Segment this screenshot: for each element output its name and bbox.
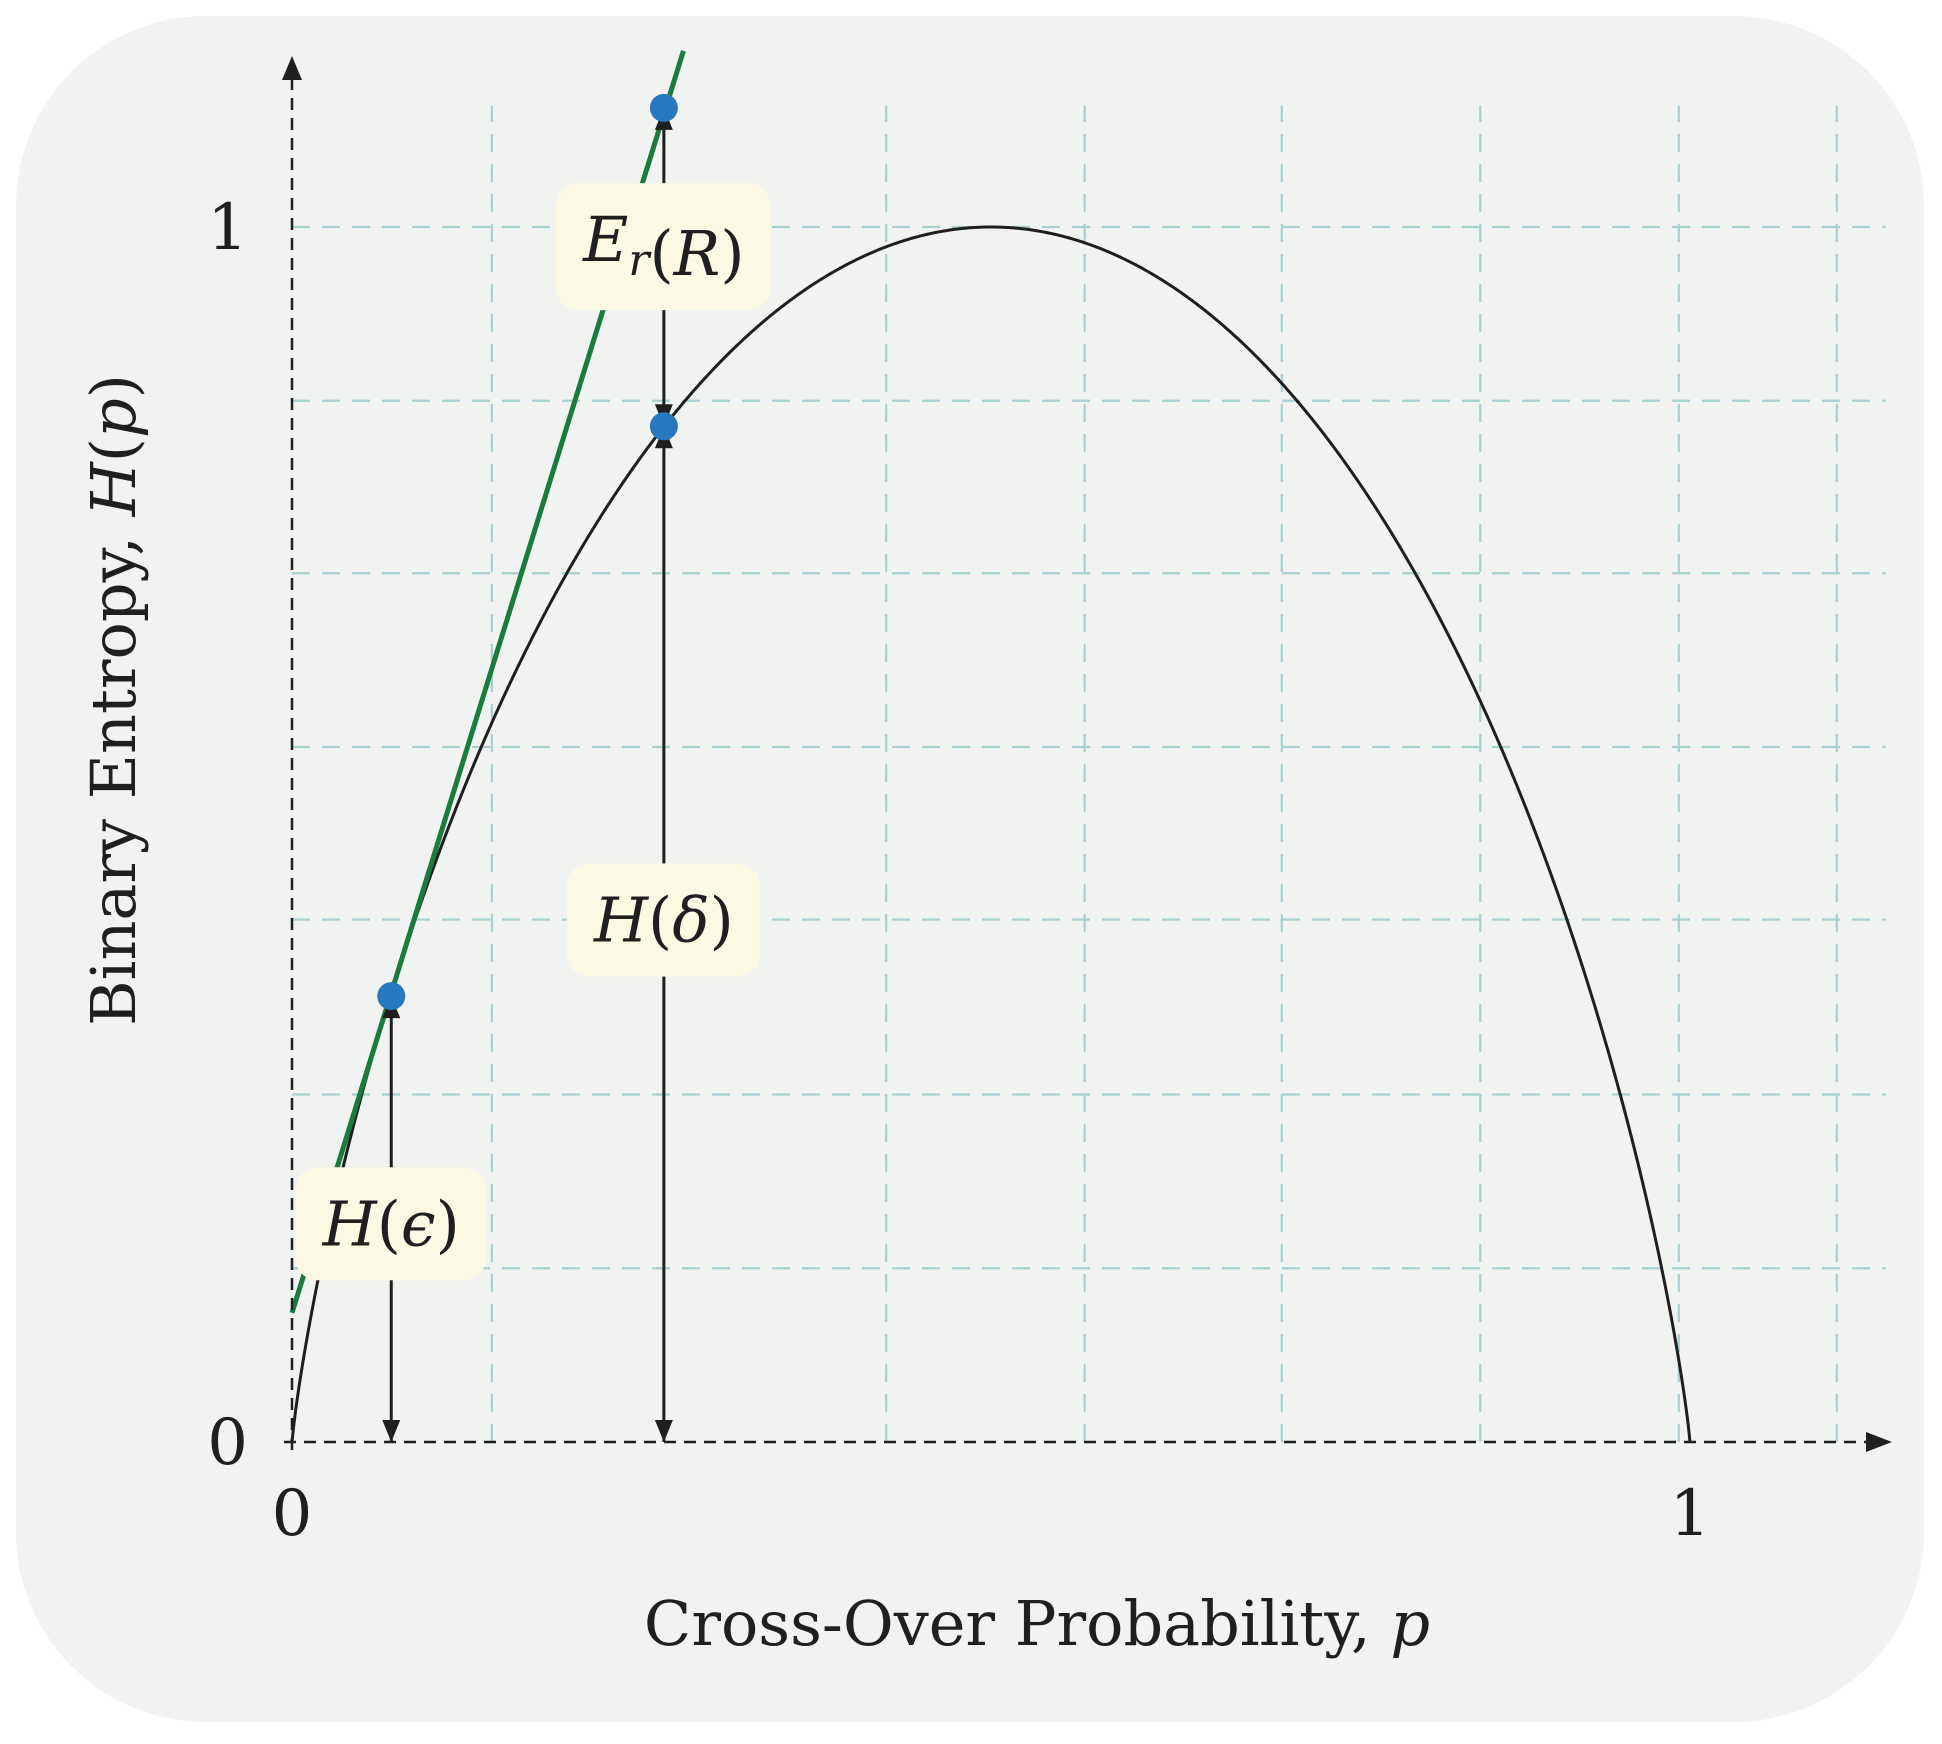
annotation-bg	[295, 1167, 486, 1281]
annotation-label: Er(R)	[582, 203, 744, 290]
marker-point	[649, 412, 678, 441]
y-tick-label: 1	[207, 191, 248, 265]
annotation-label: H(ϵ)	[322, 1187, 460, 1260]
annotation-layer: H(ϵ) H(δ) Er(R)	[295, 183, 771, 1281]
grid	[292, 105, 1886, 1442]
x-axis-arrowhead	[1866, 1432, 1892, 1452]
y-tick-label: 0	[207, 1406, 248, 1480]
annotation-bg	[556, 183, 771, 311]
axes: 0 1 0 1	[207, 56, 1892, 1551]
entropy-curve	[290, 225, 1692, 1443]
arrowhead	[382, 1420, 401, 1442]
annotation-box: H(ϵ)	[295, 1167, 486, 1281]
annotation-label: H(δ)	[593, 884, 734, 957]
annotation-bg	[566, 863, 760, 977]
x-tick-label: 0	[272, 1477, 313, 1551]
marker-point	[377, 982, 406, 1011]
points-layer	[377, 93, 678, 1011]
marker-point	[649, 93, 678, 122]
y-axis-arrowhead	[282, 56, 302, 80]
x-tick-label: 1	[1670, 1477, 1711, 1551]
arrowhead	[654, 1420, 673, 1442]
annotation-box: Er(R)	[556, 183, 771, 311]
chart-panel	[16, 16, 1924, 1722]
annotation-box: H(δ)	[566, 863, 760, 977]
y-axis-label: Binary Entropy, H(p)	[77, 374, 150, 1026]
x-axis-label: Cross-Over Probability, p	[644, 1587, 1430, 1660]
